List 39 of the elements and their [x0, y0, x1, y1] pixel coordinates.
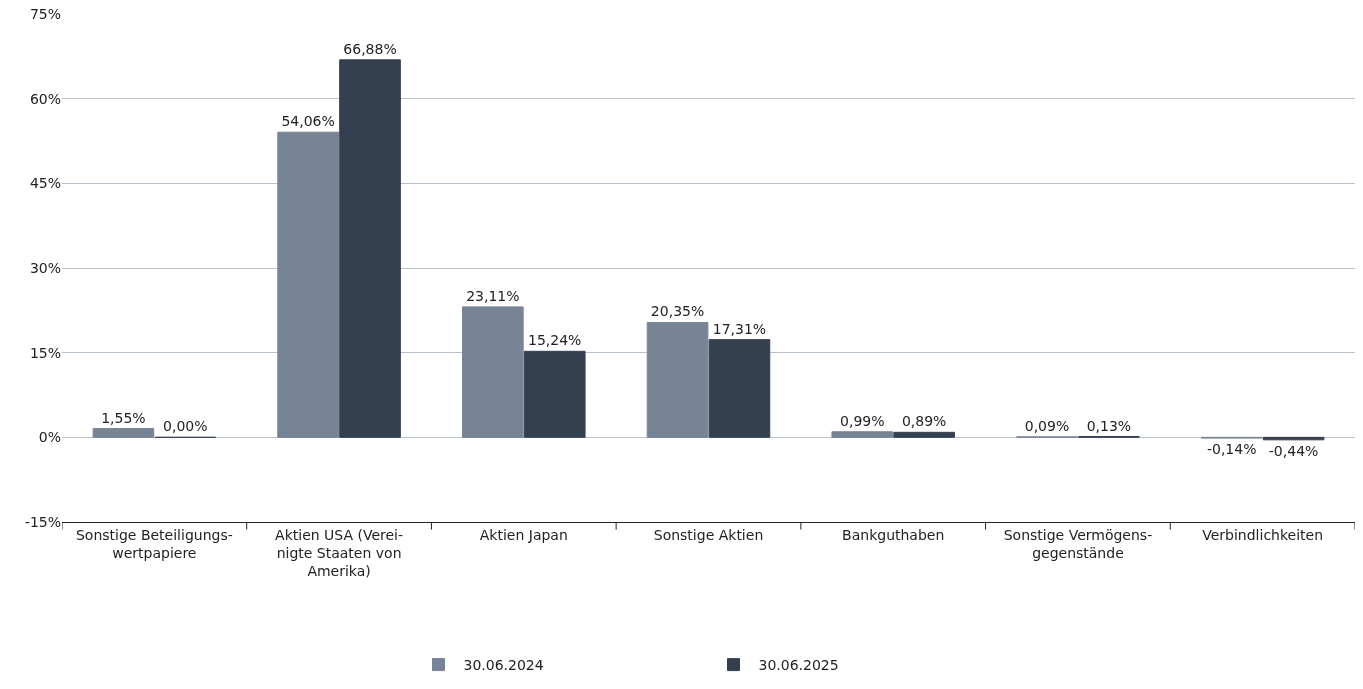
- data-label: 0,09%: [1024, 417, 1070, 434]
- data-label: 0,00%: [163, 418, 208, 435]
- bar: [92, 428, 155, 438]
- data-label: -0,14%: [1206, 441, 1257, 458]
- legend-label: 30.06.2025: [758, 657, 839, 674]
- data-label: 20,35%: [650, 303, 705, 320]
- bar: [277, 131, 339, 438]
- data-label: 1,55%: [101, 409, 146, 426]
- x-tick-label: Sonstige Vermögens- gegenstände: [1003, 526, 1153, 561]
- data-label: 17,31%: [712, 320, 767, 337]
- y-tick-label: 30%: [29, 259, 61, 276]
- bar: [462, 306, 524, 438]
- bar: [646, 321, 709, 438]
- y-tick-label: 60%: [29, 90, 61, 107]
- bar: [708, 339, 771, 438]
- data-label: 0,99%: [840, 412, 885, 429]
- x-tick-label: Verbindlichkeiten: [1202, 526, 1324, 543]
- data-label: 54,06%: [281, 113, 335, 130]
- y-tick-label: 75%: [29, 5, 61, 22]
- bar: [339, 59, 401, 438]
- data-label: 0,89%: [901, 413, 947, 430]
- bar: [523, 350, 586, 438]
- x-tick-label: Sonstige Beteiligungs- wertpapiere: [75, 526, 233, 561]
- x-tick-label: Sonstige Aktien: [653, 526, 764, 543]
- x-tick-label: Bankguthaben: [842, 526, 945, 543]
- x-tick-label: Aktien USA (Verei- nigte Staaten von Amerika): [275, 526, 404, 580]
- y-tick-label: 45%: [29, 175, 61, 192]
- y-tick-label: -15%: [24, 513, 61, 530]
- y-tick-label: 15%: [29, 344, 61, 361]
- y-tick-label: 0%: [38, 429, 61, 446]
- data-label: 23,11%: [466, 287, 520, 304]
- x-tick-label: Aktien Japan: [479, 526, 568, 543]
- data-label: 66,88%: [343, 40, 397, 57]
- bar: [893, 431, 955, 438]
- bar: [831, 431, 894, 438]
- data-label: 0,13%: [1086, 417, 1132, 434]
- data-label: 15,24%: [528, 332, 582, 349]
- legend-label: 30.06.2024: [463, 657, 544, 674]
- data-label: -0,44%: [1268, 442, 1319, 459]
